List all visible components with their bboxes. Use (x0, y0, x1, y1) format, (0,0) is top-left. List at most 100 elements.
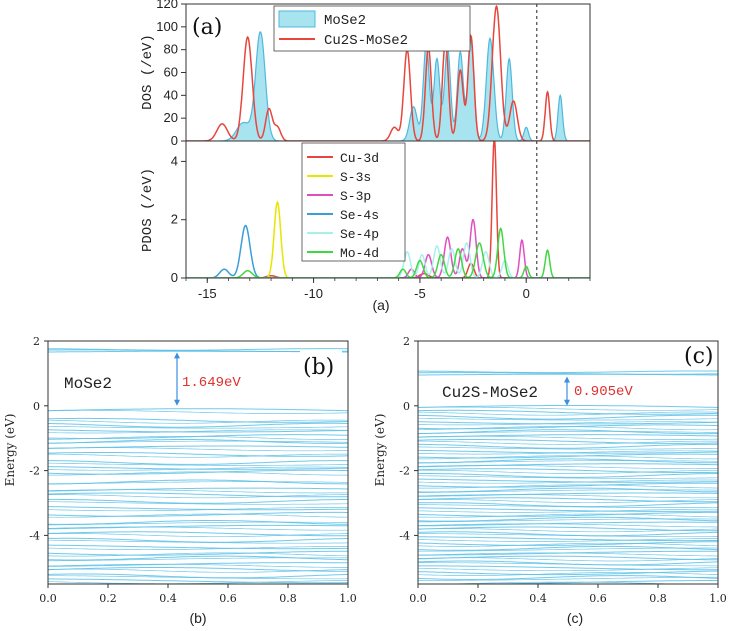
pdos-series-line-5 (186, 227, 590, 278)
band-c-gap-arrow-head-up (564, 376, 570, 383)
band-c-x-tick-label: 0.2 (469, 592, 487, 605)
pdos-y-tick-label: 2 (171, 212, 178, 227)
band-b-valence-band (48, 429, 348, 433)
dos-series-line-1 (186, 4, 590, 141)
band-c-gap-value: 0.905eV (574, 384, 633, 400)
band-b-valence-band (48, 479, 348, 485)
band-b-gap-arrow-head-down (174, 399, 180, 406)
band-c-x-ticks: 0.0 0.2 0.4 0.6 0.8 1.0 (409, 584, 727, 605)
band-c-conduction-band (418, 370, 718, 374)
band-c-x-tick-label: 0.6 (589, 592, 607, 605)
band-b-gap-arrow (174, 352, 180, 406)
band-c-valence-band (418, 435, 718, 440)
band-b-y-tick-label: -2 (29, 465, 40, 478)
panel-label-c: (c) (684, 344, 714, 369)
band-b-valence-band (48, 567, 348, 572)
band-c-valence-band (418, 469, 718, 474)
dos-y-tick-label: 60 (164, 65, 178, 80)
band-c-valence-band (418, 513, 718, 518)
pdos-series-line-3 (186, 224, 590, 278)
band-c-valence-band (418, 541, 718, 546)
pdos-legend-label-4: Se-4p (340, 227, 379, 242)
band-c-gap-arrow (564, 376, 570, 406)
band-c-valence-band (418, 557, 718, 562)
band-b-valence-band (48, 429, 348, 434)
band-c-label-bg (682, 342, 716, 370)
band-c-valence-band (418, 421, 718, 426)
band-c-y-ticks: -4 -2 0 2 (399, 335, 418, 542)
band-b-x-tick-label: 0.2 (99, 592, 117, 605)
band-b-x-tick-label: 0.4 (159, 592, 177, 605)
band-b-valence-band (48, 440, 348, 444)
band-b-valence-band (48, 447, 348, 452)
band-c-valence-band (418, 411, 718, 416)
pdos-y-tick-label: 0 (171, 270, 178, 285)
band-b-valence-band (48, 481, 348, 485)
band-c-valence-band (418, 528, 718, 533)
dos-panel: 0 20 40 60 80 100 120 (a) DOS (/eV) MoSe2 Cu2S… (140, 0, 591, 148)
pdos-y-tick-label: 4 (171, 153, 178, 168)
band-c-valence-band (418, 409, 718, 415)
band-c-valence-band (418, 443, 718, 449)
band-c-valence-band (418, 536, 718, 542)
band-c-valence-band (418, 439, 718, 444)
band-c-valence-band (418, 571, 718, 576)
band-c-x-tick-label: 0.0 (409, 592, 427, 605)
band-c-valence-band (418, 421, 718, 425)
dos-y-tick-label: 80 (164, 42, 178, 57)
dos-y-tick-label: 20 (164, 110, 178, 125)
band-c-valence-band (418, 492, 718, 497)
band-b-x-tick-label: 1.0 (339, 592, 357, 605)
band-b-gap-arrow-head-up (174, 352, 180, 359)
caption-a: (a) (372, 297, 389, 313)
panel-label-b: (b) (303, 355, 334, 380)
band-c-y-tick-label: -2 (399, 465, 410, 478)
band-b-y-tick-label: 0 (33, 400, 40, 413)
band-b-x-tick-label: 0.0 (39, 592, 57, 605)
pdos-ylabel: PDOS (/eV) (140, 168, 156, 252)
band-c-valence-band (418, 405, 718, 408)
band-b-valence-band (48, 544, 348, 550)
dos-legend-swatch-mose2 (278, 10, 316, 28)
dos-y-tick-label: 40 (164, 87, 178, 102)
band-b-valence-band (48, 422, 348, 428)
band-c-y-tick-label: 0 (403, 400, 410, 413)
band-c-valence-band (418, 526, 718, 532)
band-b-valence-band (48, 494, 348, 499)
band-c-frame (417, 340, 719, 585)
band-c-valence-band (418, 497, 718, 503)
band-b-y-tick-label: 2 (33, 335, 40, 348)
pdos-legend-label-1: S-3s (340, 170, 371, 185)
band-b-valence-band (48, 552, 348, 557)
band-c-valence-band (418, 538, 718, 542)
band-c-valence-band (418, 567, 718, 572)
pdos-legend-label-2: S-3p (340, 189, 371, 204)
panel-label-a: (a) (192, 15, 222, 40)
band-c-valence-band (418, 482, 718, 488)
band-c-valence-band (418, 542, 718, 547)
band-b-valence-band (48, 498, 348, 504)
band-c-valence-band (418, 468, 718, 473)
band-b-gap-value: 1.649eV (182, 375, 241, 391)
band-c-x-tick-label: 1.0 (709, 592, 727, 605)
band-b-valence-band (48, 524, 348, 530)
band-b-valence-band (48, 452, 348, 457)
band-b-valence-band (48, 539, 348, 544)
band-c-valence-band (418, 499, 718, 504)
band-b-valence-band (48, 575, 348, 580)
band-b-conduction-band (48, 348, 348, 351)
band-c-valence-band (418, 446, 718, 450)
band-c-valence-band (418, 431, 718, 434)
band-c-valence-band (418, 429, 718, 435)
band-c-valence-band (418, 518, 718, 523)
band-c-valence-band (418, 484, 718, 489)
band-b-valence-band (48, 417, 348, 423)
pdos-legend-label-0: Cu-3d (340, 151, 379, 166)
band-c-valence-band (418, 565, 718, 571)
band-c-valence-band (418, 406, 718, 411)
band-c-valence-band (418, 580, 718, 584)
band-b-valence-band (48, 466, 348, 471)
band-c-valence-band (418, 473, 718, 478)
band-b-gap-text-bg (180, 371, 246, 391)
band-b-valence-band (48, 578, 348, 584)
